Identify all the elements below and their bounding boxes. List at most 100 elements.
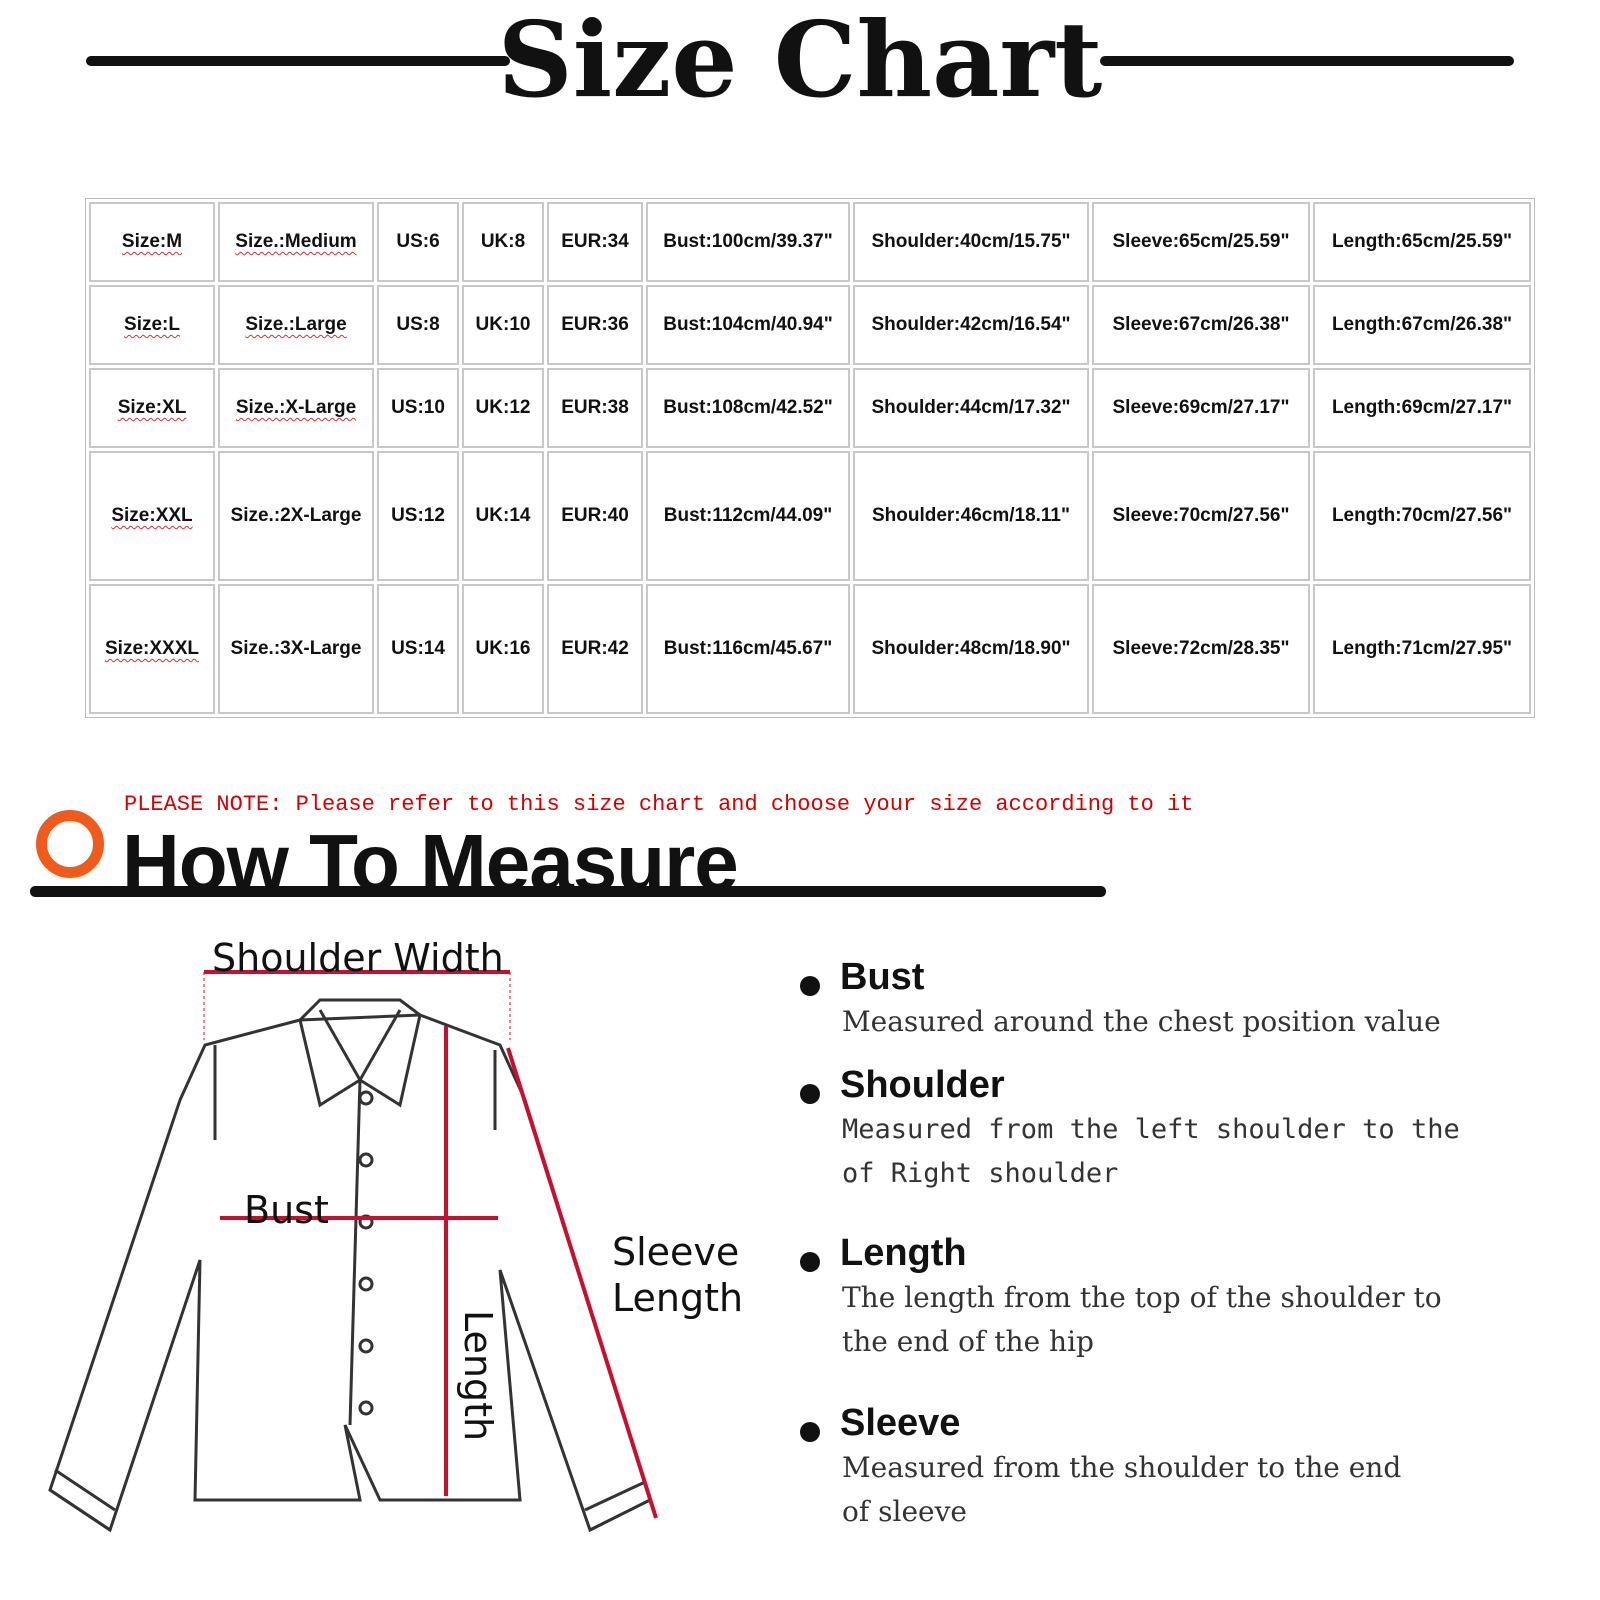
table-cell: Bust:100cm/39.37"	[646, 202, 850, 282]
table-cell: US:8	[377, 285, 459, 365]
cell-text: UK:14	[475, 505, 531, 526]
table-cell: UK:16	[462, 584, 544, 714]
table-cell: Sleeve:72cm/28.35"	[1092, 584, 1310, 714]
bullet-icon	[800, 976, 820, 996]
table-cell: EUR:38	[547, 368, 643, 448]
bust-label: Bust	[244, 1188, 329, 1232]
guide-desc: Measured around the chest position value	[842, 1005, 1441, 1038]
table-cell: Size:M	[89, 202, 215, 282]
size-table: Size:M Size.:Medium US:6 UK:8 EUR:34 Bust:100…	[85, 198, 1535, 718]
table-row: Size:XXL Size.:2X-Large US:12 UK:14 EUR:40 Bu…	[89, 451, 1531, 581]
orange-ring-icon	[36, 810, 104, 878]
table-cell: UK:14	[462, 451, 544, 581]
table-cell: Bust:108cm/42.52"	[646, 368, 850, 448]
guide-label-sleeve: Sleeve	[840, 1402, 961, 1444]
table-row: Size:L Size.:Large US:8 UK:10 EUR:36 Bust:104…	[89, 285, 1531, 365]
table-cell: Size.:2X-Large	[218, 451, 374, 581]
table-cell: Size.:Large	[218, 285, 374, 365]
table-cell: Sleeve:70cm/27.56"	[1092, 451, 1310, 581]
cell-text: Length:69cm/27.17"	[1331, 397, 1513, 418]
table-cell: Sleeve:69cm/27.17"	[1092, 368, 1310, 448]
guide-label-length: Length	[840, 1232, 967, 1274]
shirt-diagram	[48, 970, 658, 1533]
table-cell: EUR:42	[547, 584, 643, 714]
table-cell: Length:65cm/25.59"	[1313, 202, 1531, 282]
cell-text: Size.:Medium	[235, 231, 357, 252]
table-cell: Size:XXL	[89, 451, 215, 581]
guide-desc: the end of the hip	[842, 1325, 1094, 1358]
table-cell: Bust:116cm/45.67"	[646, 584, 850, 714]
table-cell: Size:XL	[89, 368, 215, 448]
cell-text: UK:16	[475, 638, 531, 659]
table-cell: Length:71cm/27.95"	[1313, 584, 1531, 714]
buttons	[358, 1090, 374, 1416]
table-cell: Bust:104cm/40.94"	[646, 285, 850, 365]
cell-text: EUR:40	[561, 505, 629, 526]
table-row: Size:XL Size.:X-Large US:10 UK:12 EUR:38 Bust…	[89, 368, 1531, 448]
table-cell: Size:L	[89, 285, 215, 365]
cell-text: Size.:Large	[245, 314, 347, 335]
please-note: PLEASE NOTE: Please refer to this size c…	[124, 792, 1194, 817]
cell-text: Size.:3X-Large	[230, 638, 362, 659]
table-cell: Bust:112cm/44.09"	[646, 451, 850, 581]
cell-text: Size:XXL	[111, 505, 193, 526]
guide-desc: of Right shoulder	[842, 1158, 1119, 1189]
table-cell: Length:67cm/26.38"	[1313, 285, 1531, 365]
cell-text: Length:65cm/25.59"	[1331, 231, 1513, 252]
cell-text: Size.:2X-Large	[230, 505, 362, 526]
cell-text: Size.:X-Large	[235, 397, 357, 418]
cell-text: EUR:38	[561, 397, 629, 418]
cell-text: Bust:116cm/45.67"	[663, 638, 833, 659]
length-label: Length	[456, 1310, 500, 1442]
cell-text: Shoulder:44cm/17.32"	[871, 397, 1071, 418]
cell-text: Shoulder:48cm/18.90"	[871, 638, 1071, 659]
shoulder-width-label: Shoulder Width	[212, 936, 504, 980]
heading-rule	[30, 886, 1106, 897]
cell-text: Length:67cm/26.38"	[1331, 314, 1513, 335]
cell-text: Bust:112cm/44.09"	[663, 505, 833, 526]
table-cell: Shoulder:44cm/17.32"	[853, 368, 1089, 448]
bullet-icon	[800, 1252, 820, 1272]
table-cell: UK:12	[462, 368, 544, 448]
guide-desc: of sleeve	[842, 1495, 967, 1528]
cell-text: Shoulder:40cm/15.75"	[871, 231, 1071, 252]
cell-text: Shoulder:46cm/18.11"	[871, 505, 1071, 526]
shirt-outline	[48, 998, 652, 1533]
table-row: Size:XXXL Size.:3X-Large US:14 UK:16 EUR:42 B…	[89, 584, 1531, 714]
cell-text: Sleeve:65cm/25.59"	[1112, 231, 1290, 252]
cell-text: US:12	[391, 505, 445, 526]
cell-text: Shoulder:42cm/16.54"	[871, 314, 1071, 335]
cell-text: Bust:104cm/40.94"	[663, 314, 833, 335]
table-cell: Size.:3X-Large	[218, 584, 374, 714]
table-cell: UK:10	[462, 285, 544, 365]
table-cell: Size:XXXL	[89, 584, 215, 714]
cell-text: Sleeve:72cm/28.35"	[1112, 638, 1290, 659]
table-cell: Sleeve:65cm/25.59"	[1092, 202, 1310, 282]
table-cell: Shoulder:42cm/16.54"	[853, 285, 1089, 365]
table-row: Size:M Size.:Medium US:6 UK:8 EUR:34 Bust:100…	[89, 202, 1531, 282]
table-cell: Length:70cm/27.56"	[1313, 451, 1531, 581]
guide-label-shoulder: Shoulder	[840, 1064, 1005, 1106]
cell-text: Sleeve:69cm/27.17"	[1112, 397, 1290, 418]
table-cell: Length:69cm/27.17"	[1313, 368, 1531, 448]
table-cell: US:6	[377, 202, 459, 282]
sleeve-length-label: Length	[612, 1276, 744, 1320]
table-cell: EUR:40	[547, 451, 643, 581]
cell-text: Length:70cm/27.56"	[1331, 505, 1513, 526]
guide-label-bust: Bust	[840, 956, 925, 998]
title-rule-right	[1100, 56, 1514, 66]
guide-desc: Measured from the left shoulder to the	[842, 1114, 1460, 1145]
cell-text: Size:XL	[117, 397, 187, 418]
table-cell: Size.:Medium	[218, 202, 374, 282]
table-cell: Shoulder:46cm/18.11"	[853, 451, 1089, 581]
table-cell: Size.:X-Large	[218, 368, 374, 448]
table-cell: US:10	[377, 368, 459, 448]
table-cell: Sleeve:67cm/26.38"	[1092, 285, 1310, 365]
guide-desc: Measured from the shoulder to the end	[842, 1451, 1402, 1484]
cell-text: Size:M	[121, 231, 183, 252]
cell-text: UK:10	[475, 314, 531, 335]
cell-text: US:8	[396, 314, 440, 335]
cell-text: Bust:100cm/39.37"	[663, 231, 833, 252]
cell-text: EUR:36	[561, 314, 629, 335]
